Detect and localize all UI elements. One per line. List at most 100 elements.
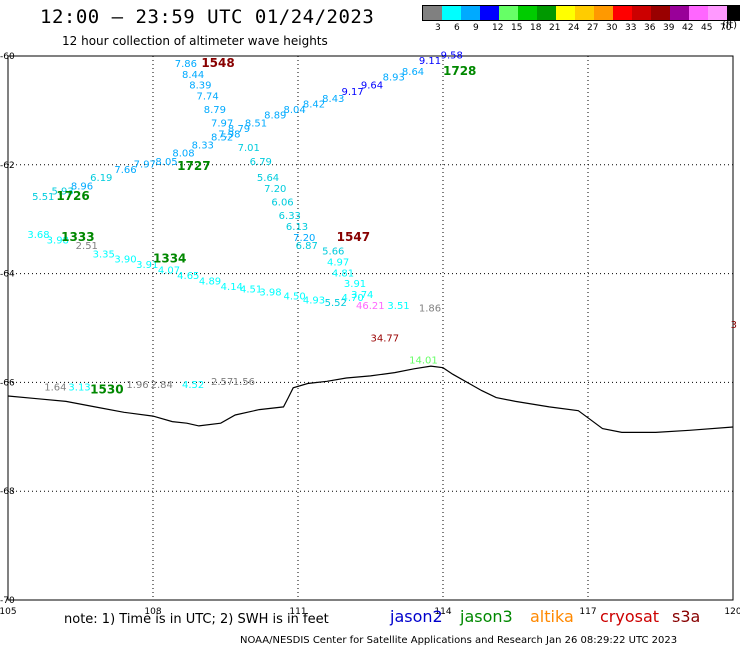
legend-label: 9 bbox=[473, 23, 479, 33]
satellite-altika: altika bbox=[530, 607, 574, 626]
legend-label: 70 bbox=[720, 23, 732, 33]
legend-colorbar bbox=[422, 5, 740, 21]
lon-tick-label: 108 bbox=[144, 607, 161, 617]
legend-units: (ft) bbox=[722, 20, 738, 31]
wave-height-reading: 4.89 bbox=[199, 276, 221, 287]
wave-height-reading: 7.20 bbox=[293, 233, 315, 244]
lat-tick-label: -70 bbox=[0, 596, 15, 606]
wave-height-reading: 2.57 bbox=[211, 377, 233, 388]
legend-swatch bbox=[537, 6, 556, 20]
legend-swatch bbox=[651, 6, 670, 20]
legend-label: 15 bbox=[511, 23, 523, 33]
legend-swatch bbox=[727, 6, 740, 20]
wave-height-reading: 1.86 bbox=[419, 304, 441, 315]
lon-tick-label: 105 bbox=[0, 607, 17, 617]
wave-height-reading: 5.93 bbox=[52, 187, 74, 198]
satellite-jason2: jason2 bbox=[390, 607, 443, 626]
lat-tick-label: -64 bbox=[0, 270, 15, 280]
wave-height-reading: 3.35 bbox=[93, 249, 115, 260]
wave-height-reading: 3.68 bbox=[27, 230, 49, 241]
wave-height-reading: 4.51 bbox=[240, 285, 262, 296]
legend-label: 42 bbox=[682, 23, 694, 33]
wave-height-reading: 3.74 bbox=[351, 290, 373, 301]
legend-label: 30 bbox=[606, 23, 618, 33]
wave-height-reading: 7.66 bbox=[114, 165, 136, 176]
wave-height-reading: 4.07 bbox=[158, 266, 180, 277]
wave-height-reading: 8.64 bbox=[402, 67, 424, 78]
wave-height-reading: 7.97 bbox=[134, 160, 156, 171]
wave-height-reading: 6.06 bbox=[271, 198, 293, 209]
wave-height-reading: 5.64 bbox=[257, 173, 279, 184]
legend-swatch bbox=[423, 6, 442, 20]
lat-tick-label: -68 bbox=[0, 487, 15, 497]
wave-height-reading: 9.64 bbox=[361, 81, 383, 92]
legend-label: 21 bbox=[549, 23, 561, 33]
legend-swatch bbox=[632, 6, 651, 20]
wave-height-reading: 4.14 bbox=[221, 282, 243, 293]
lat-tick-label: -66 bbox=[0, 378, 15, 388]
map-frame bbox=[7, 55, 734, 601]
wave-height-reading: 3.13 bbox=[68, 383, 90, 394]
wave-height-reading: 3.51 bbox=[387, 301, 409, 312]
wave-height-reading: 7.86 bbox=[175, 59, 197, 70]
legend-label: 39 bbox=[663, 23, 675, 33]
legend-label: 24 bbox=[568, 23, 580, 33]
pass-time-label: 1726 bbox=[56, 189, 89, 203]
legend-swatch bbox=[613, 6, 632, 20]
legend-label: 36 bbox=[644, 23, 656, 33]
wave-height-reading: 7.20 bbox=[264, 184, 286, 195]
legend-label: 45 bbox=[701, 23, 713, 33]
color-legend: 3 6 9 12 15 18 21 24 27 30 33 36 39 42 45 70 bbox=[422, 5, 740, 33]
page-subtitle: 12 hour collection of altimeter wave hei… bbox=[62, 34, 328, 48]
wave-height-reading: 7.01 bbox=[238, 143, 260, 154]
legend-swatch bbox=[594, 6, 613, 20]
legend-label: 27 bbox=[587, 23, 599, 33]
wave-height-reading: 34.77 bbox=[371, 334, 400, 345]
footer-note: note: 1) Time is in UTC; 2) SWH is in fe… bbox=[64, 612, 329, 627]
wave-height-reading: 14.01 bbox=[409, 355, 438, 366]
satellite-cryosat: cryosat bbox=[600, 607, 660, 626]
lon-tick-label: 114 bbox=[434, 607, 451, 617]
wave-height-reading: 6.79 bbox=[250, 157, 272, 168]
legend-labels: 3 6 9 12 15 18 21 24 27 30 33 36 39 42 45 70 bbox=[422, 21, 740, 33]
wave-height-reading: 8.04 bbox=[284, 105, 306, 116]
wave-height-reading: 9.58 bbox=[441, 51, 463, 62]
wave-height-reading: 8.93 bbox=[383, 72, 405, 83]
wave-height-reading: 7.74 bbox=[197, 92, 219, 103]
legend-swatch bbox=[518, 6, 537, 20]
lon-tick-label: 120 bbox=[724, 607, 740, 617]
wave-height-reading: 7.98 bbox=[218, 130, 240, 141]
legend-label: 3 bbox=[435, 23, 441, 33]
wave-height-reading: 3.91 bbox=[136, 260, 158, 271]
wave-height-reading: 3.90 bbox=[114, 255, 136, 266]
satellite-jason3: jason3 bbox=[460, 607, 513, 626]
legend-swatch bbox=[670, 6, 689, 20]
lon-tick-label: 111 bbox=[289, 607, 306, 617]
satellite-s3a: s3a bbox=[672, 607, 701, 626]
wave-height-reading: 8.42 bbox=[303, 100, 325, 111]
wave-height-reading: 6.33 bbox=[279, 211, 301, 222]
wave-height-reading: 2.84 bbox=[151, 380, 173, 391]
wave-height-reading: 5.51 bbox=[32, 192, 54, 203]
pass-time-label: 1333 bbox=[61, 230, 94, 244]
legend-swatch bbox=[689, 6, 708, 20]
wave-height-reading: 6.87 bbox=[296, 241, 318, 252]
pass-time-label: 1727 bbox=[177, 159, 210, 173]
wave-height-reading: 2.51 bbox=[76, 241, 98, 252]
wave-height-reading: 4.70 bbox=[342, 293, 364, 304]
wave-height-reading: 4.97 bbox=[327, 257, 349, 268]
page-title: 12:00 – 23:59 UTC 01/24/2023 bbox=[40, 6, 375, 28]
legend-label: 33 bbox=[625, 23, 637, 33]
lat-tick-label: -60 bbox=[0, 52, 15, 62]
lat-tick-label: -62 bbox=[0, 161, 15, 171]
coastline bbox=[7, 365, 734, 433]
pass-time-label: 1728 bbox=[443, 64, 476, 78]
footer-credit: NOAA/NESDIS Center for Satellite Applica… bbox=[240, 635, 678, 646]
legend-swatch bbox=[708, 6, 727, 20]
legend-swatch bbox=[461, 6, 480, 20]
wave-height-reading: 9.11 bbox=[419, 56, 441, 67]
legend-swatch bbox=[499, 6, 518, 20]
wave-height-reading: 8.79 bbox=[228, 124, 250, 135]
wave-height-reading: 8.33 bbox=[192, 140, 214, 151]
